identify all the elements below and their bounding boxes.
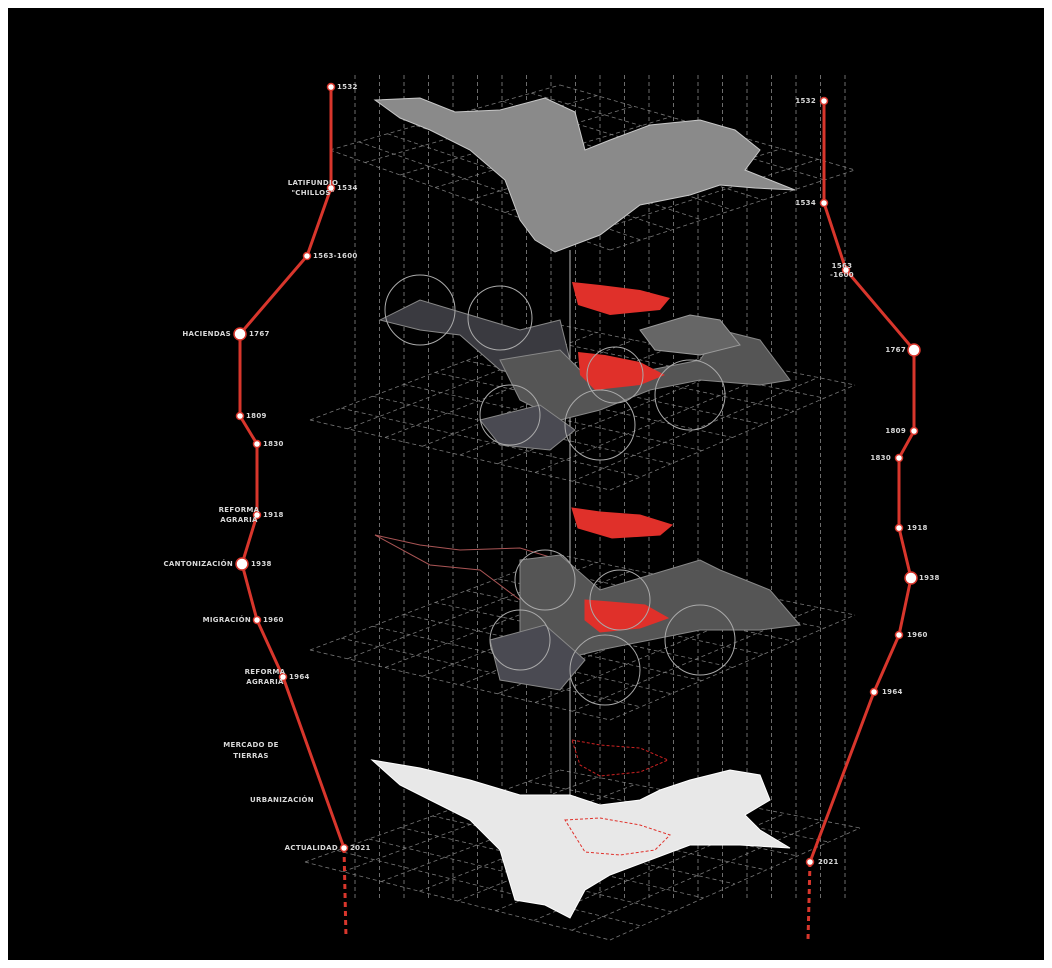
grid-line (372, 625, 672, 695)
grid-line (609, 614, 856, 721)
year-label: 1563-1600 (830, 262, 854, 279)
timeline-node (302, 251, 312, 261)
timeline-node (894, 523, 904, 533)
timeline-node (252, 510, 262, 520)
timeline-node (907, 343, 921, 357)
map-latifundio (373, 97, 796, 253)
grid-line (403, 383, 702, 452)
grid-line (574, 158, 819, 238)
map-haciendas (378, 274, 791, 461)
year-label: 1534 (337, 184, 358, 192)
grid-line (341, 407, 641, 478)
year-part: 1563 (832, 262, 853, 270)
timeline-node (904, 571, 918, 585)
map-actualidad (370, 759, 791, 919)
timeline-node (326, 183, 336, 193)
grid-line (434, 372, 733, 438)
year-label: 2021 (818, 858, 839, 866)
event-label: AGRARIA (220, 516, 258, 524)
year-label: 1532 (795, 97, 816, 105)
year-label: 1809 (246, 412, 267, 420)
timeline-dashed (342, 847, 348, 939)
timeline-node (909, 426, 919, 436)
year-label: 1767 (885, 346, 906, 354)
year-label: 1964 (882, 688, 903, 696)
year-label: 1918 (263, 511, 284, 519)
year-label: 1938 (251, 560, 272, 568)
year-label: 1960 (263, 616, 284, 624)
event-label: REFORMA (245, 668, 286, 676)
timeline-node (339, 843, 349, 853)
event-label: MERCADO DE (223, 741, 278, 749)
timeline-node (252, 615, 262, 625)
event-label: URBANIZACIÓN (250, 795, 314, 804)
event-label: "CHILLOS" (291, 189, 334, 197)
map-cantonizacion (374, 507, 801, 706)
grid-line (384, 569, 634, 668)
timelines: 15321534LATIFUNDIO"CHILLOS"1563-16001767… (163, 82, 940, 941)
year-label: 1534 (795, 199, 816, 207)
event-label: MIGRACIÓN (203, 615, 251, 624)
event-label: HACIENDAS (182, 330, 231, 338)
year-label: 1918 (907, 524, 928, 532)
event-label: REFORMA (219, 506, 260, 514)
grid-line (384, 339, 634, 438)
event-label: AGRARIA (246, 678, 284, 686)
year-part: -1600 (830, 271, 854, 279)
timeline-node (233, 327, 247, 341)
grid-line (559, 769, 861, 829)
year-label: 1938 (919, 574, 940, 582)
grid-line (336, 850, 642, 927)
timeline-node (894, 630, 904, 640)
grid-line (609, 827, 861, 941)
grid-line (609, 384, 856, 491)
timeline-node (235, 411, 245, 421)
year-label: 1964 (289, 673, 310, 681)
grid-line (434, 602, 733, 668)
grid-line (571, 820, 823, 931)
year-label: 1830 (263, 440, 284, 448)
grid-line (572, 607, 819, 712)
timeline-node (894, 453, 904, 463)
event-label: LATIFUNDIO (288, 179, 338, 187)
timeline-dashed (806, 861, 812, 941)
year-label: 1767 (249, 330, 270, 338)
timeline-node (278, 672, 288, 682)
timeline-node (819, 198, 829, 208)
timeline-node (869, 687, 879, 697)
grid-line (531, 92, 825, 181)
vertical-guides (354, 75, 846, 910)
event-label: CANTONIZACIÓN (163, 559, 233, 568)
year-label: 1809 (885, 427, 906, 435)
grid-line (559, 84, 856, 171)
map-mercado (571, 739, 670, 777)
grid-line (466, 590, 764, 655)
grid-line (403, 613, 702, 682)
year-label: 1532 (337, 83, 358, 91)
map-urbanizacion (564, 817, 671, 856)
timeline-node (252, 439, 262, 449)
year-label: 1563-1600 (313, 252, 358, 260)
timeline-node (819, 96, 829, 106)
grid-line (534, 599, 782, 703)
timeline-node (235, 557, 249, 571)
year-label: 1960 (907, 631, 928, 639)
grid-line (534, 369, 782, 473)
grid-line (528, 781, 829, 843)
year-label: 1830 (870, 454, 891, 462)
timeline-node (326, 82, 336, 92)
grid-line (609, 169, 856, 251)
event-label: ACTUALIDAD (285, 844, 338, 852)
event-label: TIERRAS (233, 752, 269, 760)
timeline-node (805, 857, 815, 867)
grid-line (341, 637, 641, 708)
year-label: 2021 (350, 844, 371, 852)
timeline-node (841, 265, 851, 275)
